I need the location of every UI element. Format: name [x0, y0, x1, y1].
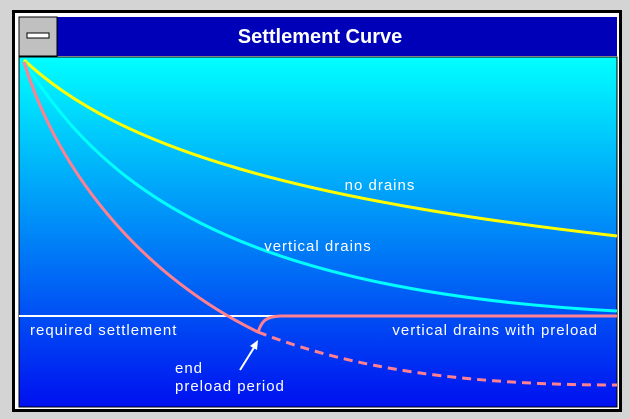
- title-bar: [19, 17, 617, 56]
- no-drains-curve: [22, 58, 618, 238]
- system-menu[interactable]: [18, 16, 58, 57]
- preload-dashed: [257, 330, 618, 387]
- label: no drains: [345, 177, 416, 194]
- window-title: Settlement Curve: [238, 26, 403, 48]
- preload-curve: [22, 61, 617, 335]
- label: required settlement: [30, 322, 177, 339]
- system-menu-icon: [26, 32, 50, 39]
- label: vertical drains with preload: [392, 322, 598, 339]
- label: end: [175, 360, 203, 377]
- vertical-drains-curve: [22, 61, 618, 313]
- label: preload period: [175, 378, 285, 395]
- arrow-head: [250, 340, 258, 350]
- arrow: [239, 345, 256, 371]
- label: vertical drains: [264, 238, 372, 255]
- plot-area: [18, 56, 618, 408]
